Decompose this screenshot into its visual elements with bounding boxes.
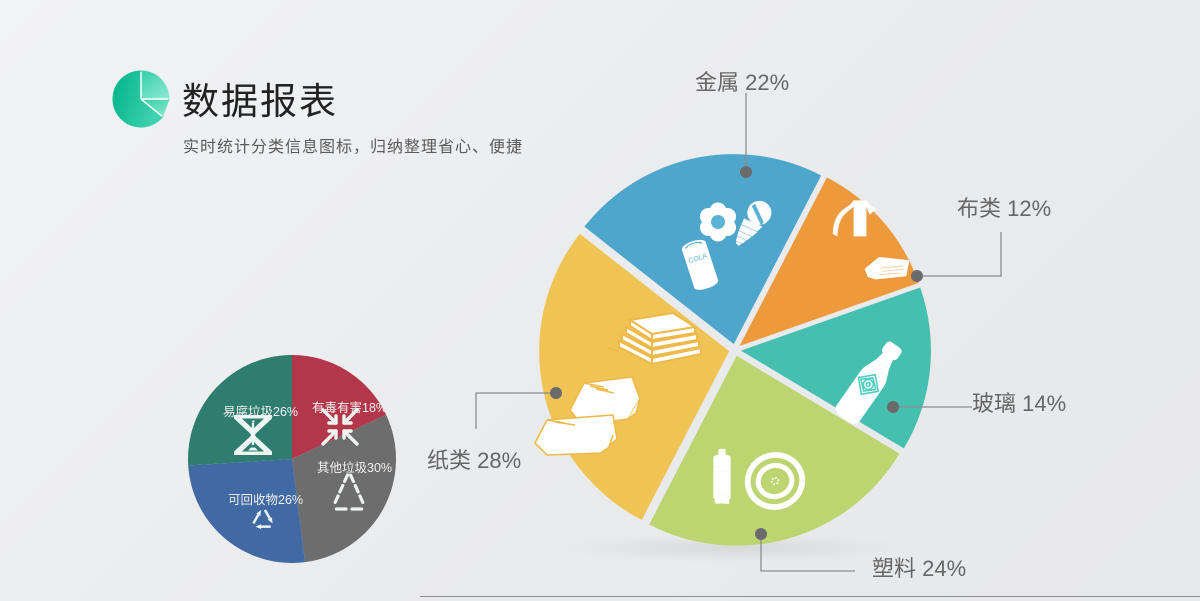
svg-text:可回收物26%: 可回收物26% (228, 493, 303, 507)
svg-text:其他垃圾30%: 其他垃圾30% (317, 460, 392, 475)
svg-text:有毒有害18%: 有毒有害18% (312, 400, 387, 415)
